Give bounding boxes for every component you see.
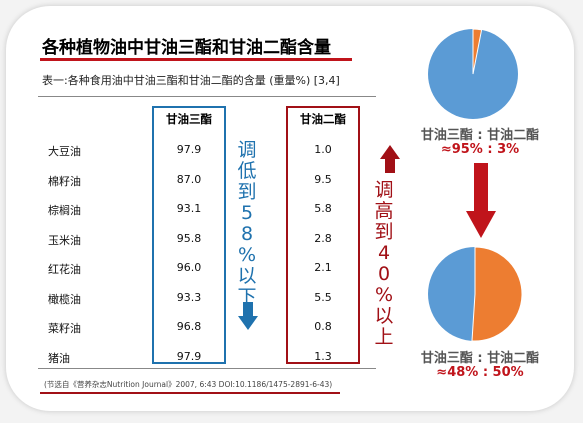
pie-after [428,246,523,342]
row-name: 菜籽油 [48,322,81,335]
diglyceride-cell: 1.3 [314,350,332,363]
diglyceride-cell: 9.5 [314,173,332,186]
triglyceride-cell: 97.9 [176,350,202,363]
table-caption: 表一:各种食用油中甘油三酯和甘油二酯的含量 (重量%) [3,4] [42,74,340,87]
row-name: 猪油 [48,352,70,365]
column-header-diglyceride: 甘油二酯 [300,112,346,126]
diglyceride-cell: 5.8 [314,202,332,215]
lower-annotation-text: 调低到 5 8% 以下 [237,139,257,308]
row-name: 红花油 [48,263,81,276]
diglyceride-cell: 1.0 [314,143,332,156]
triglyceride-cell: 97.9 [176,143,202,156]
transition-arrow-icon [466,163,496,238]
pie-after-value: ≈48% : 50% [436,365,524,380]
table-bottom-rule [38,368,376,369]
diglyceride-cell: 0.8 [314,320,332,333]
page-title: 各种植物油中甘油三酯和甘油二酯含量 [42,38,331,58]
pie-after-label: 甘油三酯 : 甘油二酯 [420,351,540,366]
diglyceride-cell: 5.5 [314,291,332,304]
row-name: 大豆油 [48,145,81,158]
title-underline [40,58,352,61]
pie-before-label: 甘油三酯 : 甘油二酯 [420,128,540,143]
diglyceride-column-highlight [286,106,360,364]
down-arrow-icon [238,302,258,330]
up-arrow-icon [380,145,400,173]
pie-before [428,28,518,119]
triglyceride-cell: 96.8 [176,320,202,333]
diglyceride-cell: 2.8 [314,232,332,245]
triglyceride-cell: 87.0 [176,173,202,186]
higher-annotation-text: 调高到 4 0% 以上 [374,179,394,348]
pie-slice-diglyceride [472,28,483,75]
column-header-triglyceride: 甘油三酯 [166,112,212,126]
row-name: 玉米油 [48,234,81,247]
higher-annotation: 调高到 4 0% 以上 [370,180,398,348]
table-top-rule [38,96,376,97]
triglyceride-cell: 96.0 [176,261,202,274]
triglyceride-cell: 93.3 [176,291,202,304]
triglyceride-cell: 95.8 [176,232,202,245]
triglyceride-column-highlight [152,106,226,364]
source-underline [40,392,340,394]
pie-slice-diglyceride [471,246,523,342]
pie-before-value: ≈95% : 3% [440,142,520,157]
source-citation: (节选自《营养杂志Nutrition Journal》2007, 6:43 DO… [44,380,333,389]
row-name: 橄榄油 [48,293,81,306]
diglyceride-cell: 2.1 [314,261,332,274]
triglyceride-cell: 93.1 [176,202,202,215]
lower-annotation: 调低到 5 8% 以下 [233,140,261,308]
row-name: 棉籽油 [48,175,81,188]
row-name: 棕榈油 [48,204,81,217]
